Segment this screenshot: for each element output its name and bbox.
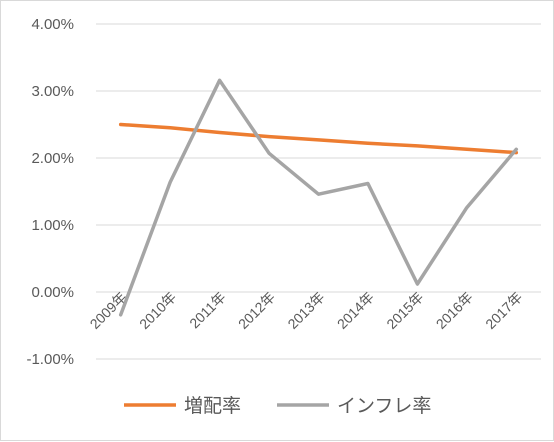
y-tick-label: 1.00% [31,217,74,234]
y-tick-label: -1.00% [26,351,74,368]
x-tick-label: 2014年 [334,289,377,332]
x-tick-label: 2010年 [136,289,179,332]
series-line-1 [118,78,519,317]
series-lines [118,78,519,317]
x-axis-ticks: 2009年 2010年 2011年 2012年 2013年 2014年 2015年 2016年… [87,289,526,332]
y-axis-ticks: 4.00% 3.00% 2.00% 1.00% 0.00% -1.00% [26,16,74,368]
y-tick-label: 0.00% [31,284,74,301]
legend-label-1: インフレ率 [337,395,431,417]
legend-label-0: 増配率 [184,395,241,417]
x-tick-label: 2012年 [235,289,278,332]
series-line-0 [118,122,519,155]
y-tick-label: 4.00% [31,16,74,33]
y-tick-label: 3.00% [31,83,74,100]
x-tick-label: 2017年 [482,289,525,332]
y-tick-label: 2.00% [31,150,74,167]
x-tick-label: 2011年 [186,289,229,332]
x-tick-label: 2016年 [433,289,476,332]
x-tick-label: 2015年 [383,289,426,332]
x-tick-label: 2013年 [284,289,327,332]
gridlines [96,23,541,360]
legend: 増配率 インフレ率 [124,395,431,417]
